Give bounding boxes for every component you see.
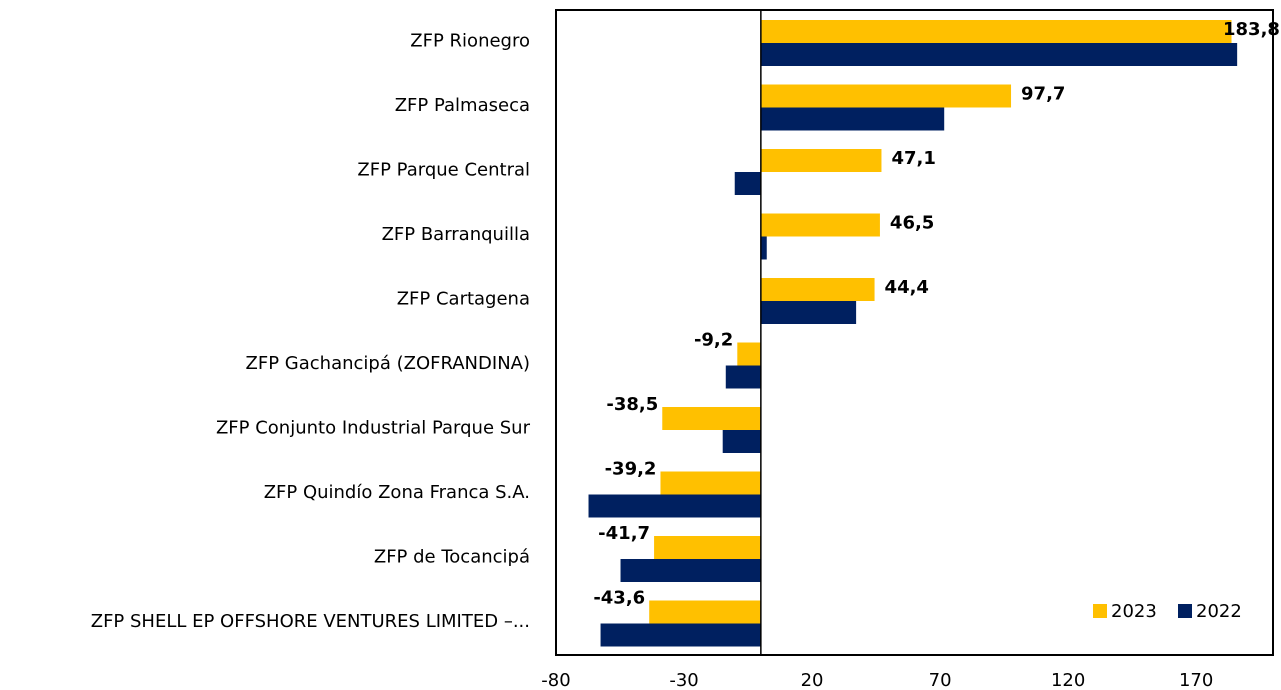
legend-label: 2023: [1111, 601, 1157, 622]
y-tick-label: ZFP Palmaseca: [395, 95, 530, 116]
x-tick-label: 70: [929, 670, 952, 690]
bar: [722, 430, 761, 453]
bar: [660, 471, 761, 495]
y-tick-label: ZFP de Tocancipá: [374, 546, 530, 567]
bar: [760, 213, 880, 237]
bar: [737, 342, 761, 366]
bar: [600, 623, 761, 647]
x-tick-label: -80: [541, 670, 570, 690]
value-label: 47,1: [891, 148, 935, 169]
bar: [760, 43, 1238, 66]
bar: [620, 559, 761, 582]
y-tick-label: ZFP Conjunto Industrial Parque Sur: [216, 417, 531, 438]
value-label: -38,5: [606, 394, 658, 415]
bar: [760, 149, 882, 172]
bar: [760, 84, 1012, 108]
y-tick-label: ZFP Parque Central: [357, 159, 530, 180]
y-tick-label: ZFP Quindío Zona Franca S.A.: [264, 482, 530, 503]
bar: [760, 107, 945, 131]
legend-swatch: [1093, 604, 1107, 618]
bar: [725, 365, 761, 389]
bar: [760, 236, 767, 260]
value-label: 44,4: [885, 277, 929, 298]
value-label: -39,2: [605, 459, 657, 480]
x-tick-label: -30: [669, 670, 698, 690]
value-label: -9,2: [694, 330, 733, 351]
bar: [760, 301, 857, 324]
y-tick-label: ZFP Rionegro: [410, 30, 530, 51]
y-tick-label: ZFP Barranquilla: [382, 224, 530, 245]
bar: [588, 494, 761, 518]
value-label: -41,7: [598, 523, 650, 544]
bar: [662, 407, 761, 430]
legend-swatch: [1178, 604, 1192, 618]
x-tick-label: 20: [801, 670, 824, 690]
bar: [654, 536, 761, 559]
bar: [649, 600, 761, 624]
y-tick-label: ZFP SHELL EP OFFSHORE VENTURES LIMITED –…: [91, 611, 530, 632]
value-label: -43,6: [593, 588, 645, 609]
value-label: 183,8: [1223, 19, 1280, 40]
plot-area: [555, 9, 1274, 656]
value-label: 97,7: [1021, 84, 1065, 105]
bar: [760, 278, 875, 301]
x-tick-label: 170: [1179, 670, 1213, 690]
value-label: 46,5: [890, 213, 934, 234]
y-tick-label: ZFP Gachancipá (ZOFRANDINA): [246, 353, 530, 374]
y-tick-label: ZFP Cartagena: [397, 288, 530, 309]
bar: [734, 172, 761, 195]
x-tick-label: 120: [1051, 670, 1085, 690]
bar: [760, 20, 1232, 43]
legend-label: 2022: [1196, 601, 1242, 622]
